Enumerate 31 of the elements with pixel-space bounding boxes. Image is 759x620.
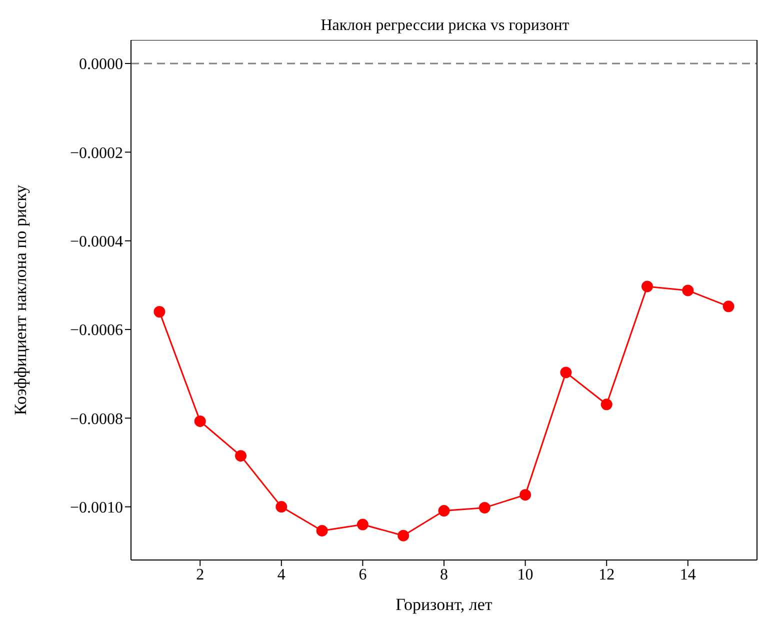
point xyxy=(316,524,328,536)
x-tick-label: 8 xyxy=(440,566,448,584)
point xyxy=(235,450,247,462)
point xyxy=(438,505,450,517)
point xyxy=(682,284,694,296)
point xyxy=(478,502,490,514)
y-tick-label: 0.0000 xyxy=(79,56,123,74)
point xyxy=(641,280,653,292)
point xyxy=(520,489,532,501)
y-tick-label: −0.0004 xyxy=(70,234,123,250)
x-axis-title: Горизонт, лет xyxy=(396,595,493,614)
point xyxy=(398,530,410,542)
point xyxy=(600,398,612,410)
y-tick-label: −0.0006 xyxy=(70,322,123,340)
x-tick-label: 12 xyxy=(598,566,615,584)
x-tick-label: 6 xyxy=(358,566,367,584)
x-tick-label: 4 xyxy=(277,566,286,584)
point xyxy=(276,501,288,513)
x-tick-label: 10 xyxy=(517,566,534,584)
x-tick-label: 14 xyxy=(680,566,696,584)
y-axis-title: Коэффициент наклона по риску xyxy=(11,184,30,416)
point xyxy=(194,415,206,427)
point xyxy=(356,518,368,530)
x-tick-label: 2 xyxy=(196,566,204,584)
y-tick-label: −0.0002 xyxy=(70,144,123,162)
chart-title: Наклон регрессии риска vs горизонт xyxy=(320,16,570,36)
y-tick-label: −0.0008 xyxy=(70,410,123,428)
point xyxy=(722,300,734,312)
y-tick-label: −0.0010 xyxy=(70,499,123,516)
point xyxy=(154,306,166,318)
point xyxy=(560,366,572,378)
